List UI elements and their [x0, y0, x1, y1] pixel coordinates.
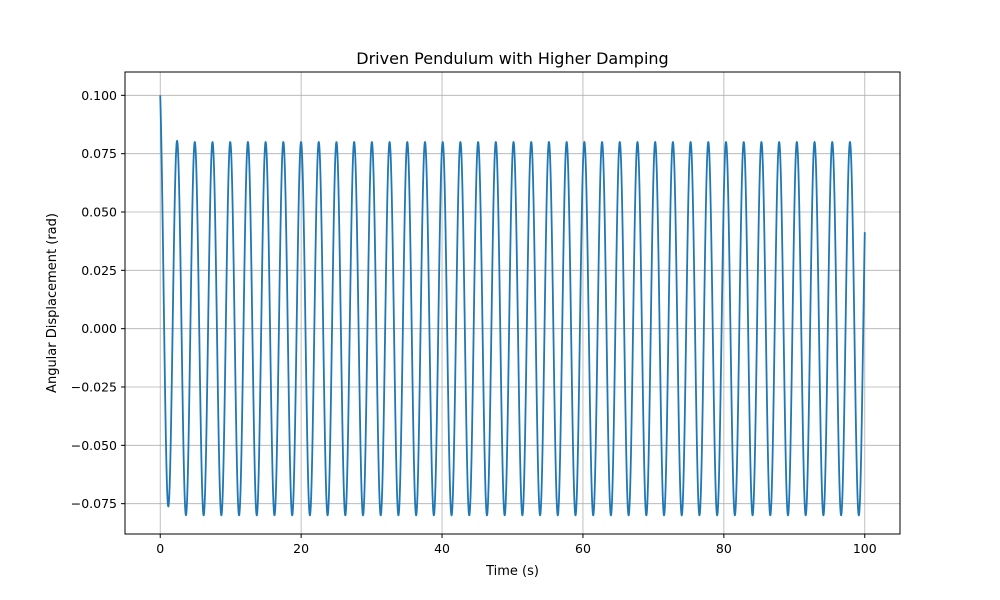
- chart-title: Driven Pendulum with Higher Damping: [356, 49, 668, 68]
- y-tick-label: 0.075: [81, 146, 117, 161]
- x-axis-label: Time (s): [485, 564, 539, 579]
- y-tick-label: −0.025: [71, 380, 117, 395]
- series-layer: [159, 95, 866, 517]
- plot-frame: [124, 71, 901, 535]
- x-tick-label: 40: [434, 541, 450, 556]
- x-tick-label: 100: [853, 541, 877, 556]
- x-tick-label: 60: [575, 541, 591, 556]
- x-tick-label: 20: [293, 541, 309, 556]
- y-tick-label: 0.050: [81, 205, 117, 220]
- x-tick-label: 80: [716, 541, 732, 556]
- y-tick-label: 0.100: [81, 88, 117, 103]
- y-tick-label: 0.025: [81, 263, 117, 278]
- y-tick-label: −0.050: [71, 438, 117, 453]
- ticks: 0 20 40 60 80 100 −0.075 −0.050 −0.025 0.000 0.025…: [71, 88, 877, 556]
- series-line: [159, 95, 866, 517]
- y-tick-label: −0.075: [71, 496, 117, 511]
- x-tick-label: 0: [156, 541, 164, 556]
- y-axis-label: Angular Displacement (rad): [45, 213, 60, 393]
- y-tick-label: 0.000: [81, 321, 117, 336]
